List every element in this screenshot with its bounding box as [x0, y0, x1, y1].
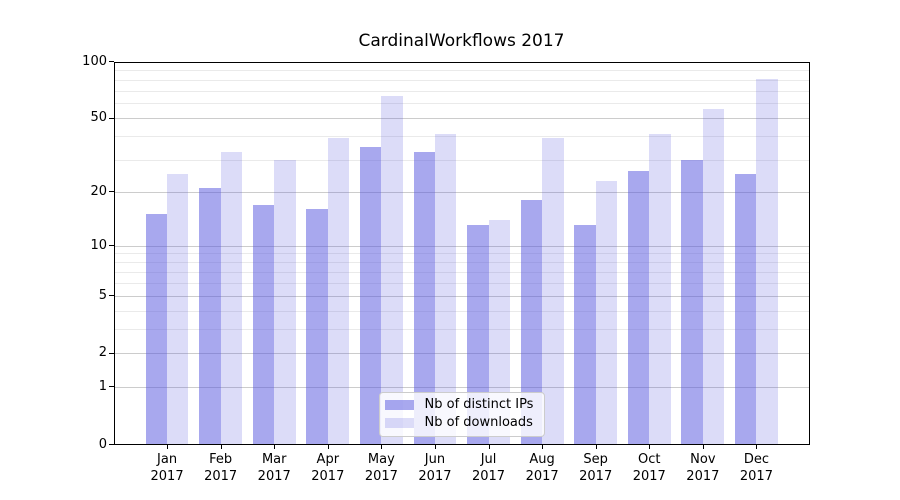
y-tick-mark [109, 245, 114, 246]
y-tick-label: 5 [98, 287, 107, 303]
bar-nb-of-distinct-ips-jul [467, 225, 489, 445]
bar-nb-of-distinct-ips-may [359, 147, 382, 445]
minor-gridline [113, 262, 810, 264]
x-tick-label: Aug 2017 [525, 452, 559, 484]
minor-gridline [113, 159, 810, 161]
y-tick-mark [109, 191, 114, 193]
x-tick-label: Oct 2017 [632, 452, 666, 484]
legend-swatch-nb-of-downloads [384, 418, 414, 429]
x-tick-mark [274, 444, 276, 449]
major-gridline [113, 295, 810, 297]
y-tick-mark [109, 295, 114, 297]
bar-nb-of-downloads-apr [327, 138, 350, 445]
legend-swatch-nb-of-distinct-ips [384, 399, 414, 410]
x-tick-mark [167, 444, 169, 449]
bar-nb-of-downloads-aug [542, 138, 564, 445]
y-tick-mark [109, 444, 114, 445]
bar-nb-of-distinct-ips-sep [574, 225, 596, 445]
y-tick-label: 2 [98, 345, 107, 361]
bars-layer [114, 62, 811, 445]
y-tick-label: 100 [82, 53, 107, 69]
chart-title: CardinalWorkflows 2017 [358, 31, 565, 51]
minor-gridline [113, 103, 810, 105]
bar-nb-of-distinct-ips-apr [306, 209, 328, 445]
bar-nb-of-downloads-sep [595, 180, 618, 445]
y-tick-label: 20 [90, 183, 107, 199]
y-tick-label: 0 [98, 436, 107, 452]
bar-nb-of-downloads-feb [220, 151, 243, 445]
x-tick-label: Feb 2017 [204, 452, 238, 484]
x-tick-label: Dec 2017 [739, 452, 773, 484]
x-tick-mark [542, 444, 544, 449]
y-tick-mark [109, 352, 114, 354]
bar-nb-of-downloads-nov [702, 108, 725, 445]
x-tick-label: May 2017 [364, 452, 398, 484]
minor-gridline [113, 329, 810, 331]
y-tick-label: 10 [90, 237, 107, 253]
x-tick-mark [488, 444, 490, 449]
bar-nb-of-distinct-ips-aug [520, 200, 543, 445]
x-tick-mark [595, 444, 597, 449]
x-tick-label: Sep 2017 [579, 452, 613, 484]
minor-gridline [113, 70, 810, 72]
bar-nb-of-distinct-ips-dec [734, 174, 757, 445]
minor-gridline [113, 283, 810, 284]
y-tick-label: 50 [90, 110, 107, 126]
plot-area: Nb of distinct IPs Nb of downloads [113, 61, 811, 445]
legend-label: Nb of distinct IPs [424, 396, 534, 412]
bar-nb-of-distinct-ips-nov [681, 159, 703, 445]
major-gridline [113, 353, 810, 355]
bar-nb-of-distinct-ips-oct [627, 170, 650, 445]
x-tick-mark [702, 444, 704, 449]
major-gridline [113, 386, 810, 388]
major-gridline [113, 118, 810, 120]
grid-layer [113, 62, 810, 445]
x-tick-mark [756, 444, 758, 449]
y-tick-label: 1 [98, 378, 107, 394]
x-tick-mark [649, 444, 651, 449]
bar-nb-of-downloads-jun [434, 134, 457, 445]
y-tick-mark [109, 117, 114, 119]
minor-gridline [113, 253, 810, 255]
legend: Nb of distinct IPs Nb of downloads [378, 391, 545, 437]
x-tick-mark [381, 444, 383, 449]
major-gridline [113, 191, 810, 193]
legend-row-nb-of-downloads: Nb of downloads [384, 415, 538, 431]
x-tick-label: Jun 2017 [418, 452, 452, 484]
bar-nb-of-downloads-dec [756, 78, 778, 445]
x-tick-mark [220, 444, 222, 449]
minor-gridline [113, 90, 810, 92]
x-tick-mark [434, 444, 436, 449]
bar-nb-of-distinct-ips-jan [145, 214, 168, 445]
minor-gridline [113, 136, 810, 138]
x-tick-label: Jan 2017 [150, 452, 184, 484]
y-tick-mark [109, 61, 114, 62]
minor-gridline [113, 310, 810, 312]
bar-nb-of-distinct-ips-mar [252, 204, 275, 445]
bar-nb-of-downloads-oct [649, 134, 671, 445]
axes-frame [113, 61, 810, 445]
y-tick-mark [109, 386, 114, 388]
x-tick-label: Mar 2017 [257, 452, 291, 484]
bar-nb-of-distinct-ips-jun [413, 151, 435, 445]
major-gridline [113, 245, 810, 247]
bar-nb-of-downloads-mar [274, 159, 296, 445]
bar-nb-of-downloads-jul [488, 219, 510, 445]
x-tick-mark [327, 444, 329, 449]
minor-gridline [113, 79, 810, 81]
x-tick-label: Apr 2017 [311, 452, 345, 484]
bar-nb-of-distinct-ips-feb [199, 187, 221, 445]
minor-gridline [113, 271, 810, 273]
bar-nb-of-downloads-may [381, 95, 403, 445]
x-tick-label: Nov 2017 [686, 452, 720, 484]
x-tick-label: Jul 2017 [471, 452, 506, 484]
legend-row-nb-of-distinct-ips: Nb of distinct IPs [384, 396, 538, 413]
bar-nb-of-downloads-jan [167, 174, 189, 445]
legend-label: Nb of downloads [424, 415, 533, 431]
